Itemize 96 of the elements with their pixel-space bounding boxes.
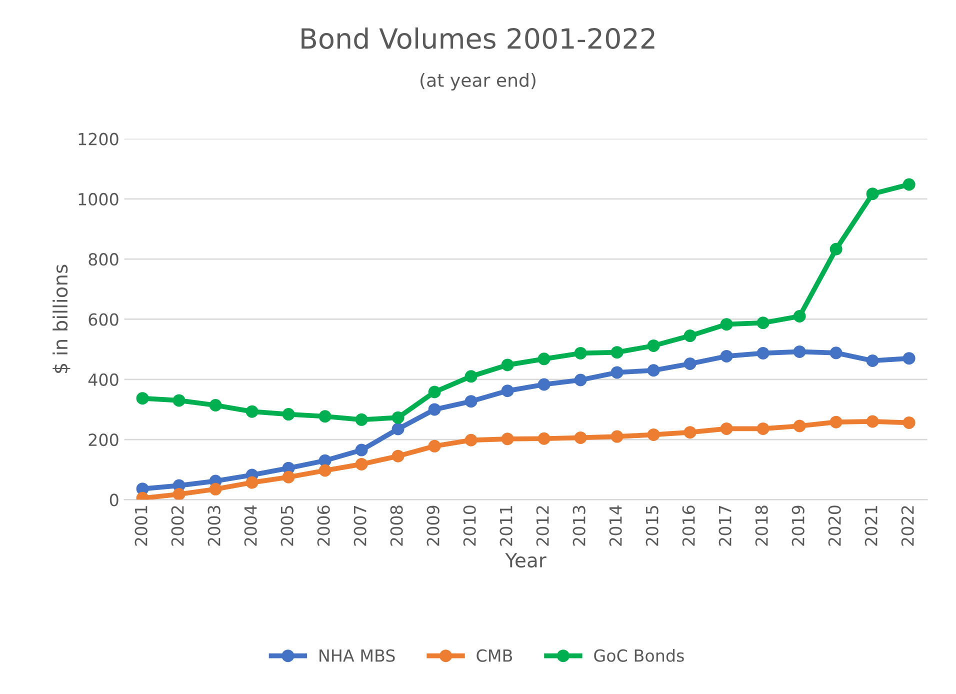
point	[647, 364, 660, 377]
x-tick-label: 2016	[682, 506, 695, 546]
point	[246, 405, 258, 418]
point	[756, 422, 770, 435]
point	[684, 358, 696, 370]
point	[282, 470, 295, 484]
y-tick-label: 800	[88, 253, 118, 266]
point	[866, 188, 879, 200]
point	[172, 394, 186, 407]
point	[209, 399, 222, 412]
y-tick-label: 0	[110, 494, 118, 506]
point	[793, 310, 806, 322]
x-tick-label: 2005	[280, 506, 294, 546]
x-tick-label: 2011	[500, 506, 512, 546]
chart-title: Bond Volumes 2001-2022	[302, 27, 654, 49]
point	[209, 482, 222, 496]
point	[538, 352, 550, 366]
point	[756, 346, 770, 360]
y-tick-label: 400	[88, 373, 118, 386]
x-axis-title: Year	[505, 553, 546, 568]
point	[793, 420, 806, 432]
point	[830, 346, 842, 360]
point	[246, 476, 258, 489]
y-tick-label: 600	[88, 313, 118, 326]
point	[830, 242, 842, 256]
x-tick-label: 2015	[646, 506, 658, 546]
point	[355, 413, 368, 426]
x-tick-label: 2017	[718, 506, 732, 546]
point	[428, 386, 441, 398]
point	[428, 440, 441, 452]
point	[866, 415, 879, 428]
x-tick-label: 2012	[536, 506, 549, 546]
point	[428, 403, 441, 416]
point	[647, 339, 660, 352]
point	[684, 426, 696, 439]
point	[501, 358, 514, 372]
point	[355, 444, 368, 456]
y-tick-label: 1200	[78, 132, 118, 146]
point	[136, 392, 149, 405]
x-tick-label: 2003	[208, 506, 220, 546]
point	[610, 430, 624, 443]
y-tick-label: 200	[88, 433, 118, 446]
x-tick-label: 2001	[134, 506, 148, 546]
point	[318, 464, 332, 477]
point	[464, 370, 478, 383]
point	[501, 432, 514, 446]
x-tick-label: 2018	[755, 506, 768, 546]
x-tick-label: 2004	[244, 505, 257, 546]
legend-label: GoC Bonds	[594, 648, 684, 662]
point	[866, 354, 879, 367]
point	[392, 422, 404, 436]
point	[355, 458, 368, 470]
point	[172, 488, 186, 500]
x-tick-label: 2020	[828, 506, 841, 546]
y-axis-title: $ in billions	[52, 264, 70, 374]
x-tick-label: 2013	[572, 506, 586, 546]
point	[720, 422, 733, 435]
point	[574, 431, 587, 444]
x-tick-label: 2006	[317, 506, 330, 546]
point	[720, 350, 733, 362]
point	[756, 316, 770, 330]
point	[538, 432, 550, 445]
point	[464, 395, 478, 408]
point	[392, 450, 404, 462]
point	[318, 454, 332, 467]
x-tick-label: 2021	[864, 506, 878, 546]
legend-label: NHA MBS	[320, 649, 395, 662]
point	[392, 411, 404, 424]
point	[610, 366, 624, 379]
point	[610, 346, 624, 359]
x-tick-label: 2022	[901, 506, 914, 546]
x-tick-label: 2002	[171, 506, 184, 546]
point	[538, 378, 550, 391]
point	[574, 346, 587, 360]
point	[464, 434, 478, 446]
point	[902, 352, 916, 365]
x-tick-label: 2007	[354, 506, 366, 546]
chart-subtitle: (at year end)	[420, 73, 536, 91]
point	[720, 318, 733, 331]
point	[684, 330, 696, 342]
point	[793, 345, 806, 358]
y-tick-label: 1000	[78, 192, 118, 206]
x-tick-label: 2010	[463, 506, 476, 546]
x-tick-label: 2014	[609, 505, 622, 546]
point	[501, 384, 514, 398]
point	[282, 408, 295, 421]
point	[902, 416, 916, 429]
x-tick-label: 2008	[390, 506, 403, 546]
point	[574, 374, 587, 386]
x-tick-label: 2019	[792, 506, 804, 546]
point	[647, 428, 660, 441]
legend-label: CMB	[476, 649, 512, 662]
point	[830, 416, 842, 428]
point	[902, 178, 916, 191]
point	[318, 410, 332, 423]
x-tick-label: 2009	[426, 506, 440, 546]
